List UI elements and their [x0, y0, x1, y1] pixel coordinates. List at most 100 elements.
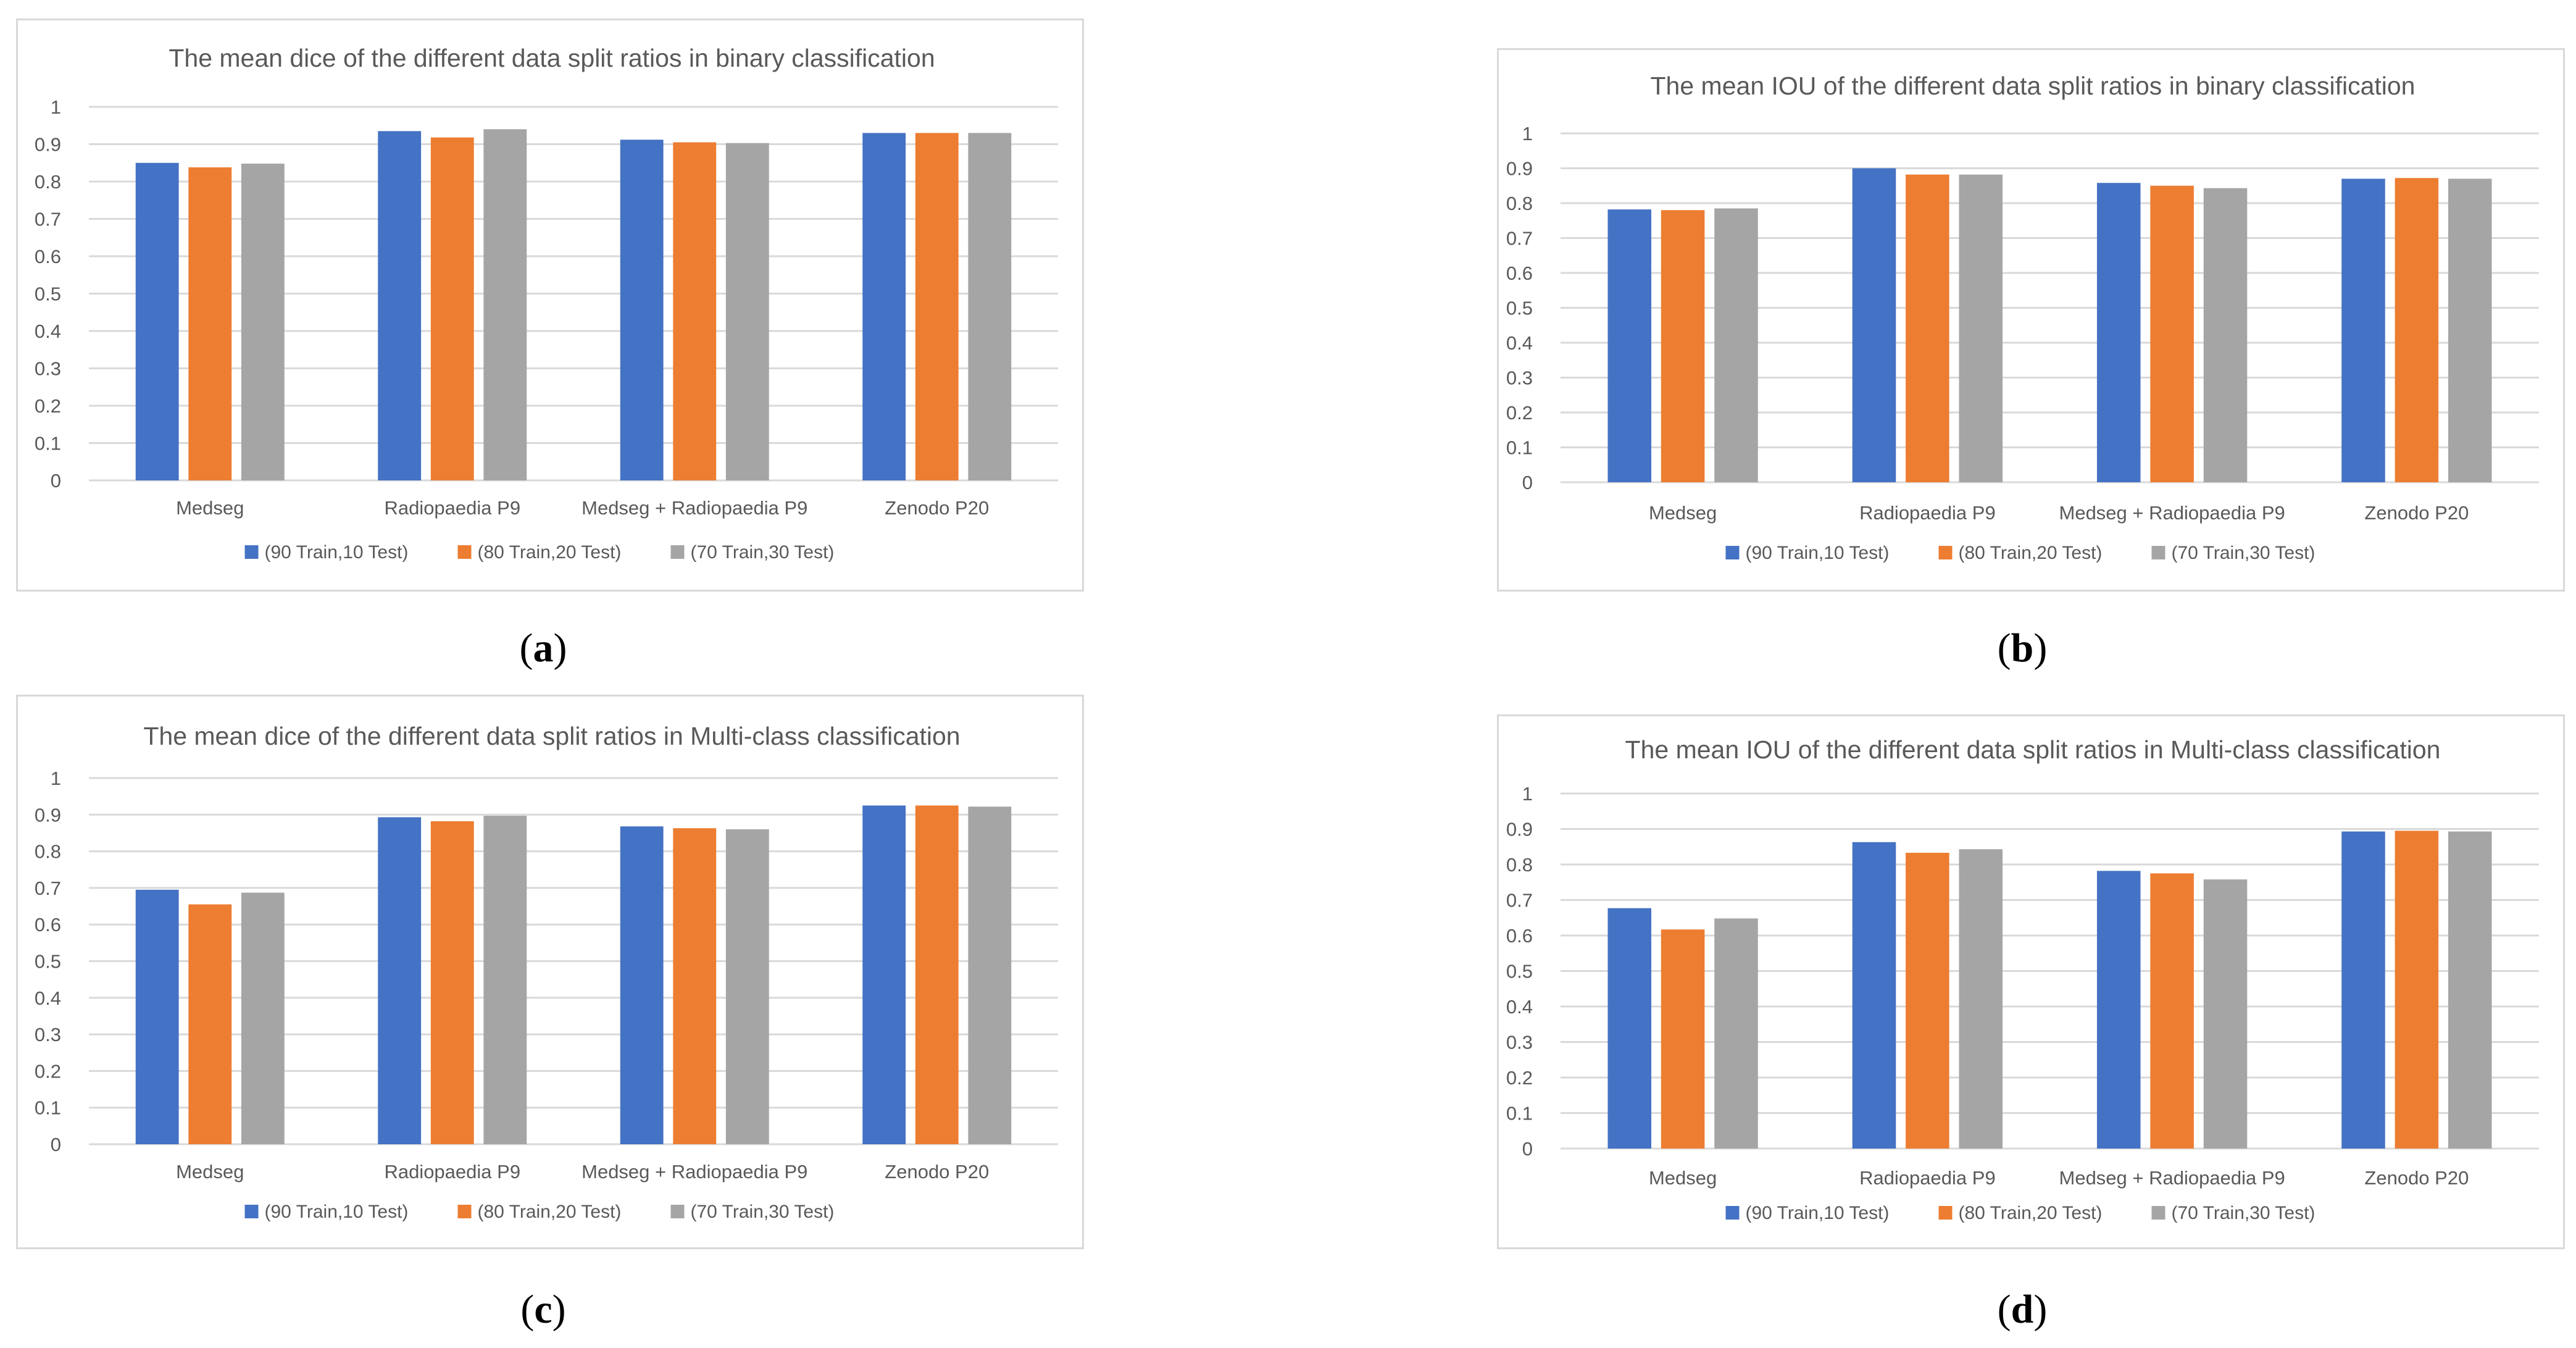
chart-b-category-label: Zenodo P20: [2364, 502, 2469, 524]
chart-b-bar: [1906, 174, 1949, 482]
chart-d-bar: [2150, 873, 2194, 1149]
chart-d-bar: [1959, 849, 2003, 1149]
chart-d-legend-label: (90 Train,10 Test): [1746, 1203, 1890, 1223]
chart-b-ytick-label: 0.2: [1506, 402, 1533, 424]
chart-c-legend-label: (70 Train,30 Test): [691, 1202, 835, 1222]
chart-b-bar: [1607, 209, 1652, 482]
chart-d-ytick-label: 0.6: [1506, 925, 1533, 947]
chart-b-ytick-label: 0.8: [1506, 193, 1533, 214]
chart-c-ytick-label: 0.5: [35, 951, 61, 973]
chart-b-svg: The mean IOU of the different data split…: [1506, 72, 2539, 563]
chart-d-bar: [2395, 831, 2439, 1149]
chart-c-category-label: Medseg + Radiopaedia P9: [581, 1161, 807, 1183]
chart-b-ytick-label: 0.6: [1506, 262, 1533, 284]
chart-d-category-label: Medseg + Radiopaedia P9: [2059, 1167, 2285, 1189]
chart-d-bar: [1906, 853, 1949, 1149]
chart-d-ytick-label: 1: [1522, 783, 1533, 805]
chart-d-category-label: Radiopaedia P9: [1859, 1167, 1996, 1189]
chart-b-category-label: Medseg: [1649, 502, 1717, 524]
chart-b-ytick-label: 1: [1522, 123, 1533, 144]
chart-a-legend-label: (80 Train,20 Test): [478, 542, 622, 563]
chart-a-bar: [620, 140, 664, 481]
chart-a-bar: [915, 133, 959, 481]
chart-c-category-label: Radiopaedia P9: [384, 1161, 520, 1183]
chart-c-bar: [135, 889, 179, 1144]
chart-a-category-label: Radiopaedia P9: [384, 497, 520, 519]
chart-b-bar: [1959, 174, 2003, 482]
chart-a-ytick-label: 0.2: [35, 395, 61, 417]
chart-a-category-label: Zenodo P20: [885, 497, 989, 519]
chart-d-svg: The mean IOU of the different data split…: [1506, 735, 2539, 1223]
chart-c-ytick-label: 0.6: [35, 914, 61, 936]
chart-c-legend-swatch: [670, 1205, 685, 1218]
chart-b-bar: [2203, 188, 2248, 482]
chart-a-bar: [430, 137, 474, 481]
chart-b-bar: [2150, 185, 2194, 482]
chart-d-ytick-label: 0.7: [1506, 890, 1533, 911]
chart-c-legend-swatch: [244, 1205, 259, 1218]
chart-b-ytick-label: 0.4: [1506, 332, 1533, 354]
panel-label-b: (b): [1997, 626, 2048, 671]
chart-c-ytick-label: 1: [51, 768, 61, 789]
chart-c-bar: [862, 805, 906, 1144]
chart-a-ytick-label: 0.7: [35, 209, 61, 230]
chart-d-bar: [2096, 871, 2141, 1149]
chart-a-ytick-label: 1: [51, 96, 61, 118]
chart-panel-b: The mean IOU of the different data split…: [1497, 48, 2565, 592]
chart-a-bar: [188, 167, 232, 480]
chart-c-bar: [241, 892, 285, 1144]
chart-a-svg: The mean dice of the different data spli…: [35, 44, 1058, 563]
chart-c-legend-swatch: [457, 1205, 472, 1218]
chart-c-ytick-label: 0.7: [35, 877, 61, 899]
chart-c-bar: [378, 817, 422, 1144]
chart-d-ytick-label: 0.5: [1506, 961, 1533, 982]
chart-b-ytick-label: 0.7: [1506, 228, 1533, 249]
chart-b-title: The mean IOU of the different data split…: [1651, 72, 2416, 100]
chart-d-legend-swatch: [1938, 1206, 1953, 1220]
chart-b-bar: [2341, 178, 2385, 482]
chart-a-ytick-label: 0.8: [35, 171, 61, 193]
chart-d-bar: [2341, 831, 2385, 1149]
chart-d-category-label: Zenodo P20: [2364, 1167, 2469, 1189]
chart-c-category-label: Zenodo P20: [885, 1161, 989, 1183]
chart-c-ytick-label: 0.9: [35, 804, 61, 826]
chart-a-category-label: Medseg: [176, 497, 244, 519]
chart-c-ytick-label: 0.4: [35, 987, 61, 1009]
chart-a-category-label: Medseg + Radiopaedia P9: [581, 497, 807, 519]
chart-a-bar: [968, 133, 1012, 481]
chart-d-bar: [1714, 918, 1758, 1149]
chart-b-ytick-label: 0.3: [1506, 367, 1533, 389]
chart-d-legend-label: (80 Train,20 Test): [1959, 1203, 2103, 1223]
chart-c-bar: [620, 826, 664, 1144]
chart-panel-a: The mean dice of the different data spli…: [16, 19, 1084, 592]
chart-c-ytick-label: 0: [51, 1134, 61, 1155]
chart-a-bar: [241, 163, 285, 480]
chart-d-ytick-label: 0.8: [1506, 854, 1533, 876]
chart-c-category-label: Medseg: [176, 1161, 244, 1183]
chart-d-legend-swatch: [1725, 1206, 1740, 1220]
chart-c-legend-label: (80 Train,20 Test): [478, 1202, 622, 1222]
chart-panel-d: The mean IOU of the different data split…: [1497, 714, 2565, 1249]
chart-a-ytick-label: 0: [51, 470, 61, 492]
chart-a-bar: [483, 129, 527, 481]
chart-d-legend-label: (70 Train,30 Test): [2172, 1203, 2315, 1223]
chart-c-bar: [673, 828, 717, 1144]
chart-a-ytick-label: 0.5: [35, 283, 61, 305]
chart-d-category-label: Medseg: [1649, 1167, 1717, 1189]
chart-b-bar: [1852, 168, 1896, 482]
chart-c-bar: [483, 816, 527, 1144]
chart-a-legend-label: (70 Train,30 Test): [691, 542, 835, 563]
chart-a-legend-swatch: [457, 545, 472, 559]
chart-c-title: The mean dice of the different data spli…: [143, 722, 960, 750]
chart-c-bar: [915, 805, 959, 1144]
chart-a-bar: [673, 142, 717, 481]
chart-c-ytick-label: 0.3: [35, 1024, 61, 1045]
chart-d-bar: [1607, 908, 1652, 1149]
chart-a-ytick-label: 0.6: [35, 246, 61, 267]
chart-d-legend-swatch: [2151, 1206, 2165, 1220]
panel-label-c: (c): [520, 1287, 566, 1332]
chart-b-legend-swatch: [1938, 546, 1953, 559]
chart-c-ytick-label: 0.1: [35, 1097, 61, 1119]
chart-b-ytick-label: 0.5: [1506, 298, 1533, 319]
chart-c-bar: [430, 821, 474, 1144]
